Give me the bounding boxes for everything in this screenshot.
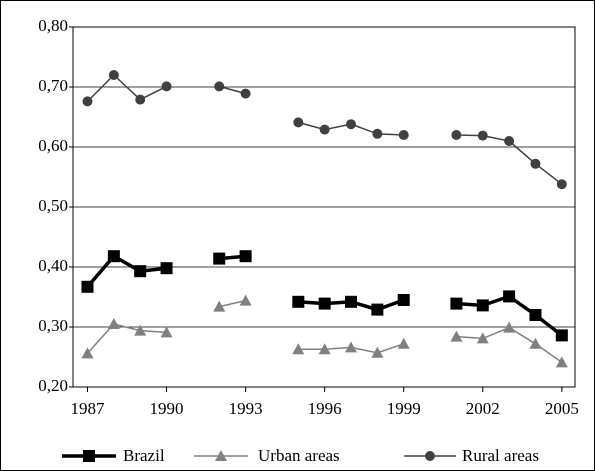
marker [134, 265, 147, 278]
marker [529, 337, 542, 349]
marker [107, 318, 120, 329]
marker [107, 250, 120, 263]
marker [160, 326, 173, 338]
x-tick-label: 1987 [70, 399, 105, 418]
marker [530, 158, 541, 169]
y-tick-label: 0,20 [38, 376, 68, 395]
legend-label: Brazil [123, 446, 165, 465]
marker [292, 343, 305, 355]
y-tick-label: 0,60 [38, 136, 68, 155]
marker [134, 324, 147, 336]
marker [318, 343, 331, 355]
legend-label: Urban areas [258, 446, 340, 465]
marker [239, 294, 252, 306]
marker [319, 124, 330, 135]
marker [213, 252, 226, 265]
marker [214, 81, 225, 92]
x-tick-label: 2002 [466, 399, 500, 418]
marker [503, 321, 516, 333]
marker [239, 250, 252, 263]
series-line [86, 253, 563, 337]
marker [503, 290, 516, 303]
marker [504, 136, 515, 146]
y-tick-label: 0,50 [38, 196, 68, 215]
marker [81, 280, 94, 293]
marker [240, 88, 251, 99]
marker [82, 96, 93, 107]
marker [450, 330, 463, 342]
marker [293, 117, 304, 128]
marker [135, 94, 146, 105]
marker [345, 295, 358, 308]
series-line [86, 299, 563, 364]
marker [371, 346, 384, 358]
marker [372, 128, 383, 139]
marker [213, 300, 226, 312]
x-tick-label: 1993 [229, 399, 263, 418]
marker [555, 356, 568, 368]
marker [160, 262, 173, 275]
x-tick-label: 1999 [387, 399, 421, 418]
marker [108, 70, 119, 80]
marker [476, 332, 489, 344]
legend-marker [215, 450, 227, 461]
y-tick-label: 0,80 [38, 16, 68, 35]
y-tick-label: 0,30 [38, 316, 68, 335]
marker [450, 297, 463, 310]
marker [81, 347, 94, 359]
marker [292, 295, 305, 308]
marker [346, 119, 357, 130]
marker [318, 297, 331, 310]
marker [397, 337, 410, 349]
legend-label: Rural areas [462, 446, 539, 465]
marker [161, 81, 172, 92]
legend-marker [83, 450, 95, 462]
y-tick-label: 0,40 [38, 256, 68, 275]
y-tick-label: 0,70 [38, 76, 68, 95]
legend-marker [425, 451, 435, 461]
marker [529, 309, 542, 321]
marker [371, 303, 384, 316]
marker [476, 299, 489, 312]
x-tick-label: 1996 [308, 399, 342, 418]
x-tick-label: 2005 [545, 399, 579, 418]
x-tick-label: 1990 [150, 399, 184, 418]
series-line [86, 73, 563, 185]
marker [477, 130, 488, 141]
marker [345, 341, 358, 353]
marker [451, 130, 462, 140]
marker [556, 179, 567, 190]
marker [555, 329, 568, 342]
marker [398, 130, 409, 140]
marker [397, 294, 410, 306]
